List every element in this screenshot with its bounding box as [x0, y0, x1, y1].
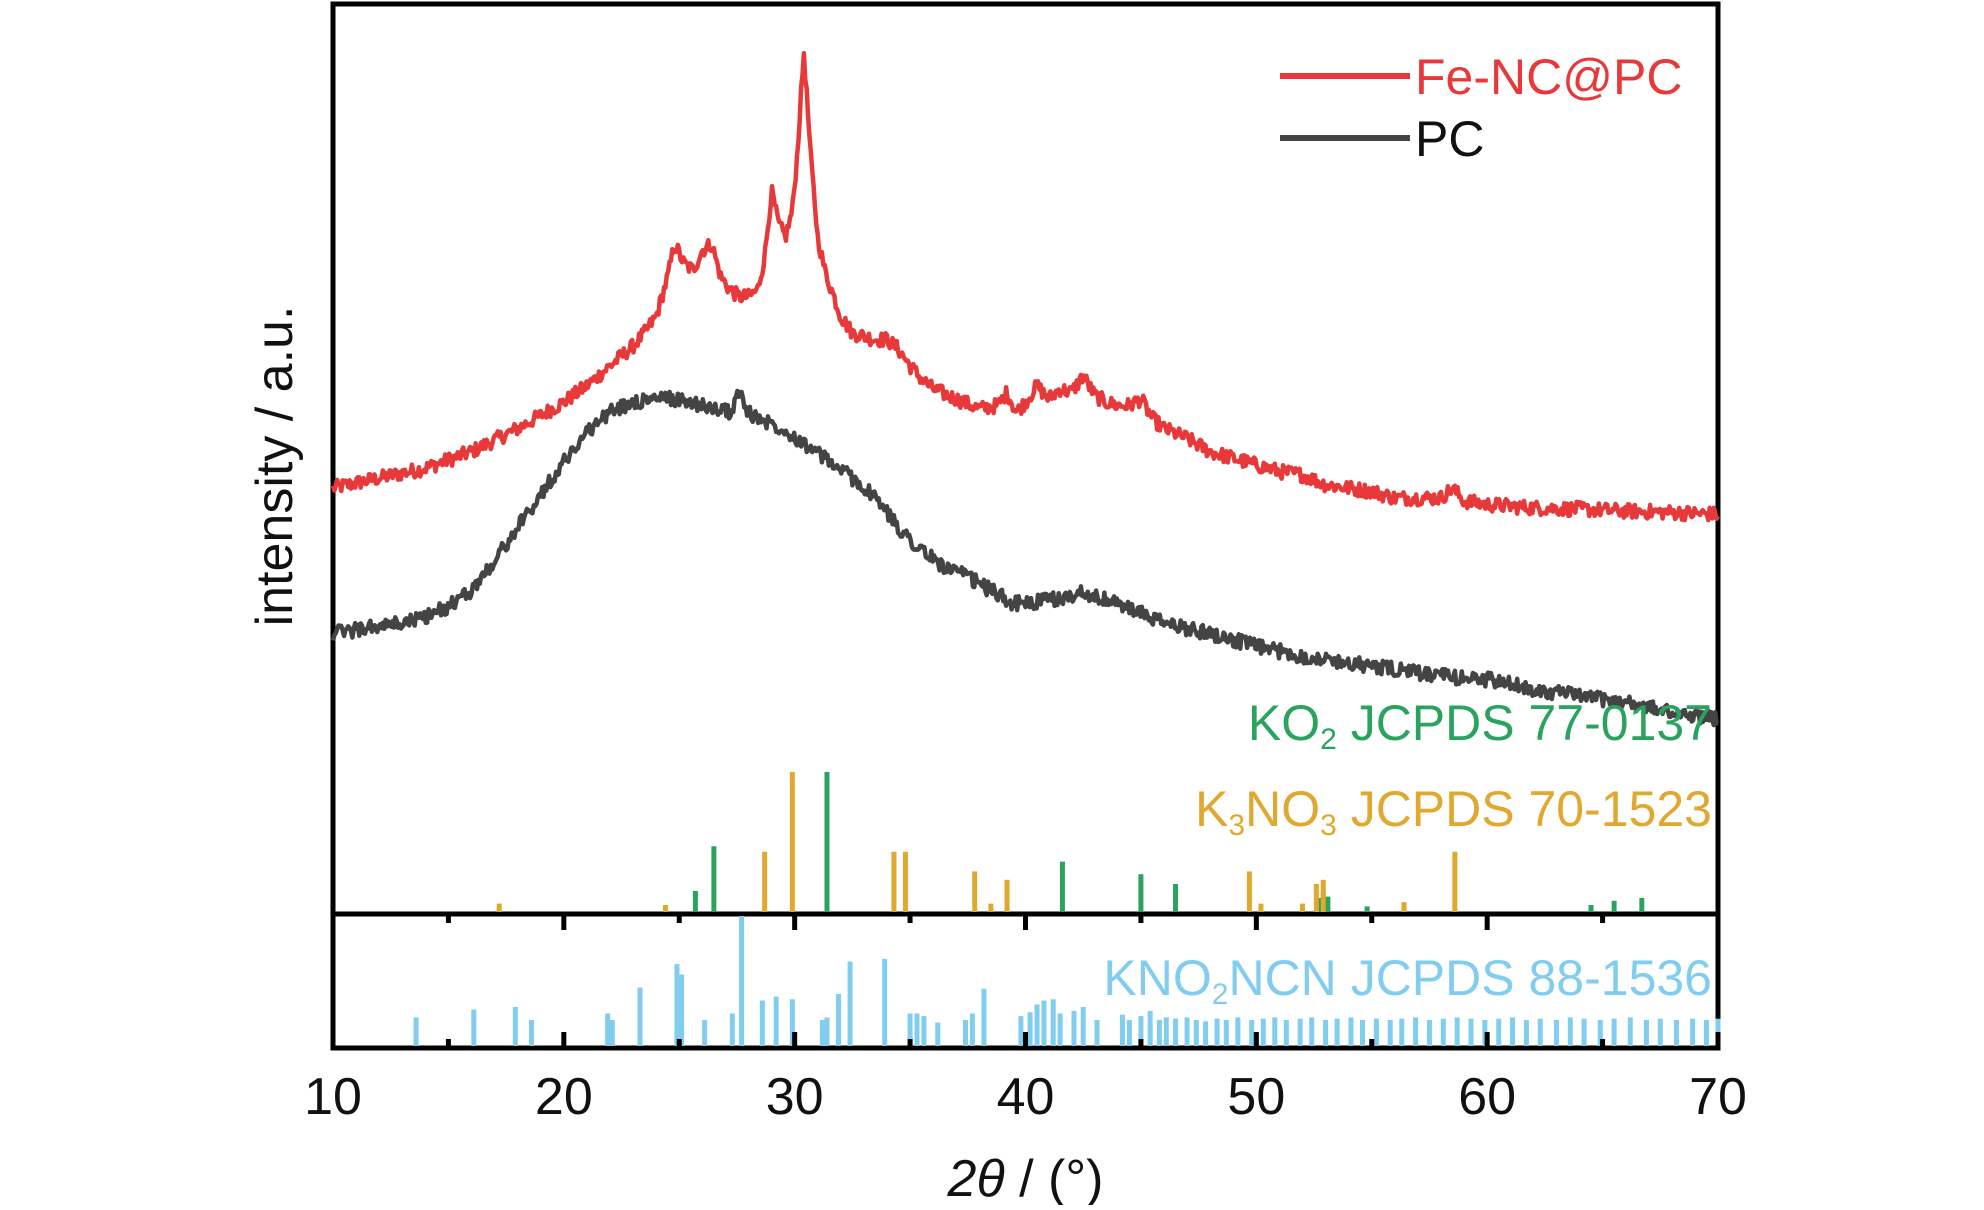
x-tick-label: 60	[1458, 1068, 1516, 1126]
x-tick-label: 40	[997, 1068, 1055, 1126]
axis-titles: 2θ / (°) intensity / a.u.	[246, 306, 1104, 1208]
reference-label: KO2 JCPDS 77-0137	[1248, 695, 1712, 756]
x-tick-label: 70	[1689, 1068, 1747, 1126]
reference-label-part: JCPDS 88-1536	[1337, 950, 1712, 1006]
x-axis-title: 2θ / (°)	[947, 1150, 1104, 1205]
reference-label-part: NO	[1245, 781, 1320, 837]
series-line-fe-nc-pc	[330, 50, 1720, 523]
reference-label-subscript: 3	[1228, 809, 1245, 842]
reference-label-part: JCPDS 70-1523	[1337, 781, 1712, 837]
x-axis-title-unit: / (°)	[1005, 1150, 1104, 1205]
reference-label-part: JCPDS 77-0137	[1337, 695, 1712, 751]
reference-label: KNO2NCN JCPDS 88-1536	[1103, 950, 1712, 1011]
reference-label-part: NCN	[1228, 950, 1336, 1006]
x-tick-label: 30	[766, 1068, 824, 1126]
reference-label-subscript: 2	[1212, 978, 1229, 1011]
x-axis-ticks: 10 20 30 40 50 60 70	[304, 914, 1747, 1126]
reference-label-subscript: 3	[1320, 809, 1337, 842]
x-tick-label: 10	[304, 1068, 362, 1126]
reference-label-part: KNO	[1103, 950, 1211, 1006]
x-axis-title-symbol: 2θ	[947, 1150, 1005, 1205]
reference-label: K3NO3 JCPDS 70-1523	[1195, 781, 1712, 842]
reference-label-part: K	[1195, 781, 1228, 837]
y-axis-title: intensity / a.u.	[246, 306, 304, 627]
series-line-pc	[330, 388, 1719, 728]
reference-label-subscript: 2	[1320, 723, 1337, 756]
plot-border	[330, 1, 1721, 1051]
legend: Fe-NC@PC PC	[1280, 49, 1682, 167]
reference-sticks-group	[413, 772, 1721, 1046]
legend-label: PC	[1415, 111, 1484, 167]
plot-frames	[330, 1, 1721, 1051]
series-group	[330, 50, 1720, 728]
legend-label: Fe-NC@PC	[1415, 49, 1682, 105]
x-tick-label: 50	[1227, 1068, 1285, 1126]
reference-label-part: KO	[1248, 695, 1320, 751]
x-tick-label: 20	[535, 1068, 593, 1126]
